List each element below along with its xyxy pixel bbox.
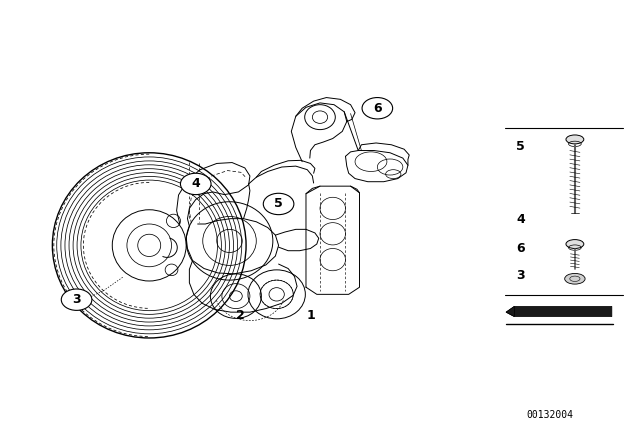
- Polygon shape: [506, 306, 612, 317]
- Circle shape: [263, 193, 294, 215]
- Ellipse shape: [564, 273, 585, 284]
- Polygon shape: [506, 306, 515, 317]
- Text: 00132004: 00132004: [526, 409, 573, 420]
- Text: 5: 5: [274, 198, 283, 211]
- Text: 3: 3: [516, 269, 525, 282]
- Text: 6: 6: [373, 102, 381, 115]
- Text: 1: 1: [306, 309, 315, 322]
- Circle shape: [180, 173, 211, 194]
- Ellipse shape: [566, 135, 584, 144]
- Text: 5: 5: [516, 140, 525, 153]
- Text: 4: 4: [516, 213, 525, 226]
- Text: 3: 3: [72, 293, 81, 306]
- Text: 6: 6: [516, 242, 525, 255]
- Text: 2: 2: [236, 309, 244, 322]
- Circle shape: [61, 289, 92, 310]
- Text: 4: 4: [191, 177, 200, 190]
- Ellipse shape: [566, 240, 584, 249]
- Circle shape: [362, 98, 393, 119]
